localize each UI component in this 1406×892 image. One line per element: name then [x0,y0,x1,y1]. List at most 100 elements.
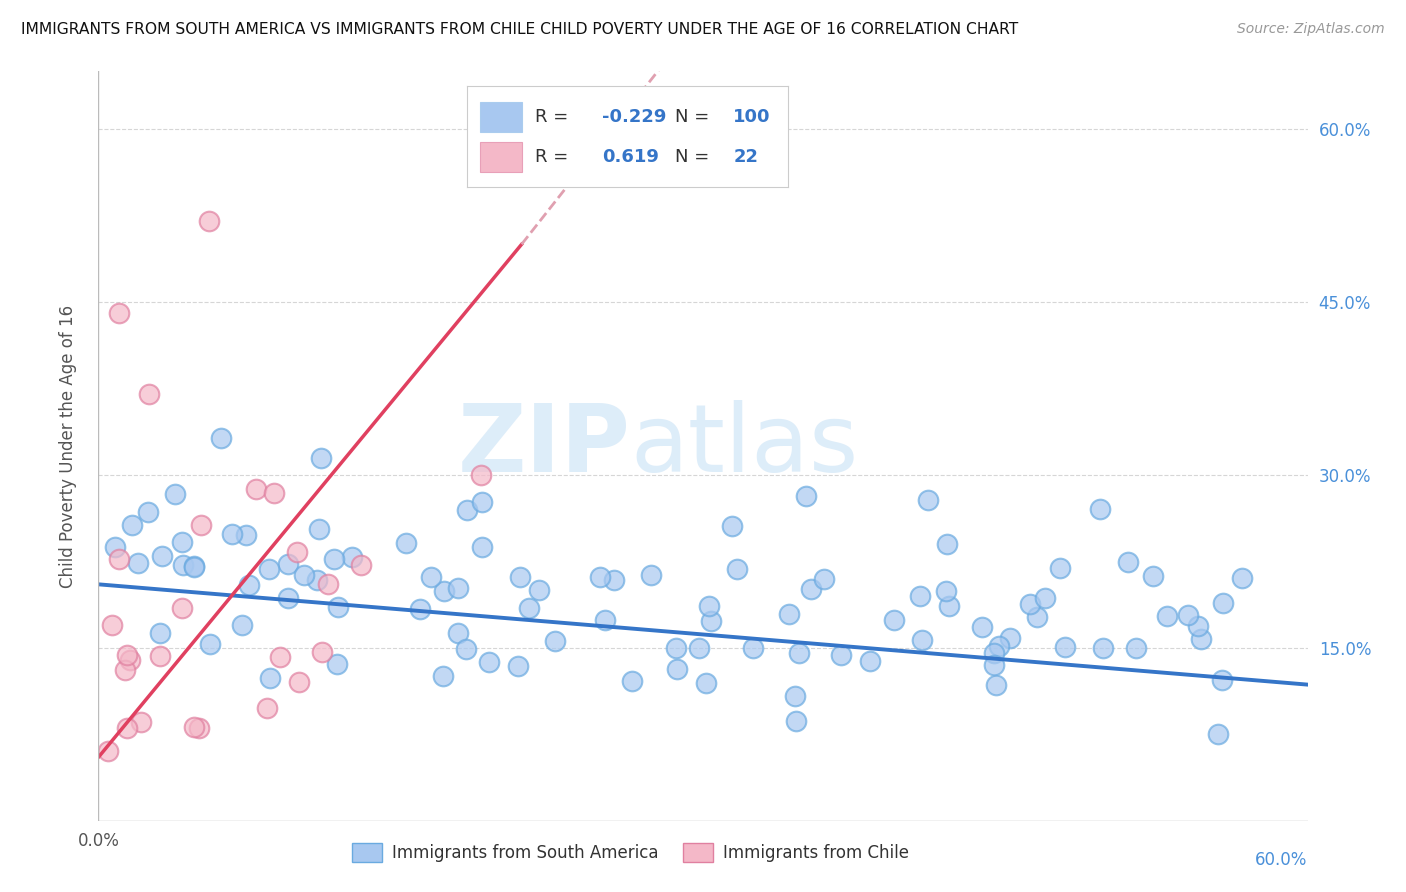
Point [104,541,127,555]
Point [544,634,567,648]
Point [170,535,193,549]
Point [621,674,644,689]
Point [183,558,205,573]
Point [121,518,143,533]
Point [470,467,492,482]
Point [149,648,172,663]
Point [883,614,905,628]
Point [277,557,299,571]
Point [409,602,432,616]
Point [1019,597,1042,611]
Point [127,556,149,570]
Point [309,451,332,466]
Point [342,550,364,565]
Point [935,584,957,599]
Point [508,658,530,673]
Point [1211,673,1233,688]
Point [471,540,494,554]
Point [910,589,932,603]
Point [666,662,689,676]
Point [911,632,934,647]
Point [257,562,280,576]
Point [830,648,852,662]
Point [1033,591,1056,605]
Point [721,519,744,533]
Point [235,528,257,542]
Point [1125,641,1147,656]
Point [326,599,349,614]
Point [350,558,373,573]
Point [447,581,470,595]
Point [231,617,253,632]
Point [97,744,120,758]
Point [1053,640,1076,654]
Point [269,649,291,664]
Point [198,637,221,651]
Point [787,646,810,660]
Point [700,614,723,628]
Legend: Immigrants from South America, Immigrants from Chile: Immigrants from South America, Immigrant… [344,836,915,869]
Point [263,486,285,500]
Text: atlas: atlas [630,400,859,492]
Point [603,574,626,588]
Point [742,640,765,655]
Point [1206,727,1229,741]
Point [665,640,688,655]
Point [395,536,418,550]
Point [183,720,205,734]
Point [316,576,339,591]
Point [1177,608,1199,623]
Point [120,653,142,667]
Point [517,601,540,615]
Point [172,558,194,573]
Point [198,214,221,228]
Point [136,505,159,519]
Point [935,537,957,551]
Point [785,714,807,729]
Point [433,583,456,598]
Point [288,674,311,689]
Point [420,570,443,584]
Point [326,657,349,671]
Point [138,387,160,401]
Point [1116,556,1139,570]
Point [259,671,281,685]
Point [190,518,212,533]
Point [221,527,243,541]
Point [972,620,994,634]
Point [311,645,333,659]
Point [150,549,173,563]
Point [447,625,470,640]
Point [456,503,478,517]
Point [697,599,720,614]
Point [785,689,807,703]
Point [695,676,717,690]
Point [1189,632,1212,646]
Point [245,483,267,497]
Y-axis label: Child Poverty Under the Age of 16: Child Poverty Under the Age of 16 [59,304,77,588]
Point [308,523,330,537]
Point [796,489,818,503]
Point [509,570,531,584]
Point [277,591,299,605]
Point [292,568,315,582]
Point [322,552,344,566]
Point [778,607,800,622]
Point [129,715,152,730]
Point [238,578,260,592]
Text: 60.0%: 60.0% [1256,851,1308,869]
Text: IMMIGRANTS FROM SOUTH AMERICA VS IMMIGRANTS FROM CHILE CHILD POVERTY UNDER THE A: IMMIGRANTS FROM SOUTH AMERICA VS IMMIGRA… [21,22,1018,37]
Text: ZIP: ZIP [457,400,630,492]
Point [478,656,501,670]
Point [115,648,138,662]
Point [1092,640,1115,655]
Point [107,306,129,320]
Point [432,669,454,683]
Point [1049,561,1071,575]
Point [1187,619,1209,633]
Point [108,551,131,566]
Text: Source: ZipAtlas.com: Source: ZipAtlas.com [1237,22,1385,37]
Point [983,646,1005,660]
Point [149,626,172,640]
Point [983,658,1005,673]
